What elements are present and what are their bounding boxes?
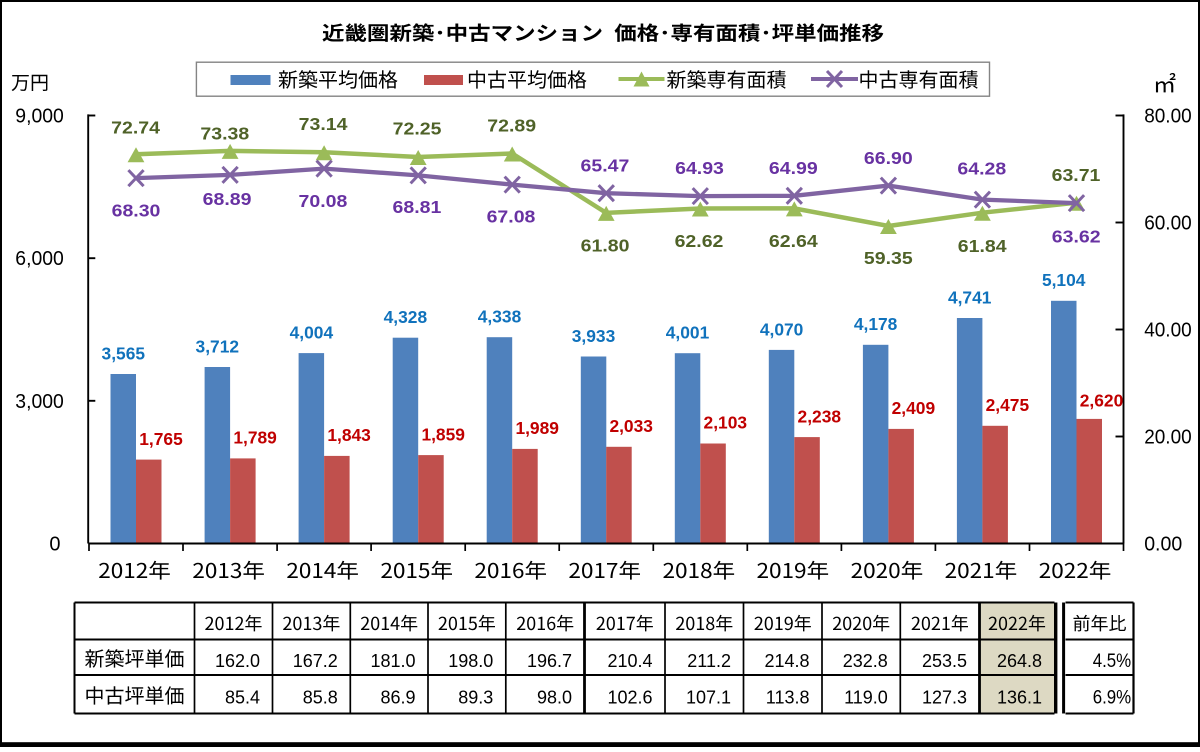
- svg-text:102.6: 102.6: [607, 688, 652, 708]
- svg-text:64.99: 64.99: [769, 158, 818, 178]
- svg-text:253.5: 253.5: [922, 651, 967, 671]
- svg-text:72.74: 72.74: [111, 117, 160, 137]
- svg-text:85.8: 85.8: [303, 688, 338, 708]
- svg-text:64.28: 64.28: [957, 158, 1006, 178]
- svg-text:2,620: 2,620: [1080, 391, 1124, 411]
- svg-text:73.14: 73.14: [299, 114, 348, 134]
- svg-text:2,409: 2,409: [892, 398, 936, 418]
- svg-text:1,765: 1,765: [139, 429, 183, 449]
- svg-text:1,843: 1,843: [327, 425, 371, 445]
- svg-text:98.0: 98.0: [537, 688, 572, 708]
- svg-text:4,338: 4,338: [478, 307, 522, 327]
- svg-text:61.84: 61.84: [958, 236, 1007, 256]
- svg-text:2,103: 2,103: [704, 413, 748, 433]
- svg-text:85.4: 85.4: [225, 688, 260, 708]
- svg-text:167.2: 167.2: [293, 651, 338, 671]
- svg-text:6.9%: 6.9%: [1093, 688, 1132, 709]
- svg-text:73.38: 73.38: [200, 124, 249, 144]
- svg-text:72.25: 72.25: [393, 119, 442, 139]
- svg-text:127.3: 127.3: [922, 688, 967, 708]
- svg-text:162.0: 162.0: [215, 651, 260, 671]
- svg-text:3,933: 3,933: [572, 326, 616, 346]
- svg-text:181.0: 181.0: [370, 651, 415, 671]
- svg-text:2,033: 2,033: [609, 416, 653, 436]
- svg-text:4,328: 4,328: [384, 307, 428, 327]
- svg-text:1,989: 1,989: [515, 418, 559, 438]
- svg-text:4,001: 4,001: [666, 323, 710, 343]
- svg-text:72.89: 72.89: [487, 115, 536, 135]
- svg-text:4,004: 4,004: [290, 323, 334, 343]
- svg-text:1,859: 1,859: [421, 424, 465, 444]
- svg-text:5,104: 5,104: [1042, 270, 1086, 290]
- svg-text:3,000: 3,000: [15, 391, 64, 413]
- svg-text:63.62: 63.62: [1052, 226, 1101, 246]
- svg-text:0.00: 0.00: [1144, 534, 1182, 556]
- svg-text:210.4: 210.4: [607, 651, 652, 671]
- svg-text:3,565: 3,565: [102, 343, 146, 363]
- svg-text:68.89: 68.89: [203, 189, 252, 209]
- svg-text:3,712: 3,712: [196, 336, 240, 356]
- svg-text:68.30: 68.30: [112, 201, 161, 221]
- svg-text:80.00: 80.00: [1144, 106, 1192, 128]
- svg-text:4,741: 4,741: [948, 287, 992, 307]
- svg-text:65.47: 65.47: [581, 155, 630, 175]
- svg-text:59.35: 59.35: [864, 248, 913, 268]
- svg-text:211.2: 211.2: [687, 651, 731, 671]
- svg-text:4.5%: 4.5%: [1093, 651, 1132, 672]
- svg-text:20.00: 20.00: [1144, 427, 1192, 449]
- svg-text:6,000: 6,000: [15, 248, 64, 270]
- svg-text:4,178: 4,178: [854, 314, 898, 334]
- svg-text:86.9: 86.9: [380, 688, 415, 708]
- svg-text:1,789: 1,789: [233, 428, 277, 448]
- svg-text:264.8: 264.8: [997, 651, 1042, 671]
- svg-text:0: 0: [49, 534, 60, 556]
- svg-text:119.0: 119.0: [844, 688, 888, 708]
- svg-text:2,238: 2,238: [798, 406, 842, 426]
- svg-text:107.1: 107.1: [686, 688, 731, 708]
- svg-text:196.7: 196.7: [527, 651, 572, 671]
- svg-text:63.71: 63.71: [1052, 165, 1101, 185]
- svg-text:232.8: 232.8: [843, 651, 888, 671]
- svg-text:68.81: 68.81: [393, 197, 442, 217]
- svg-text:62.62: 62.62: [675, 231, 724, 251]
- svg-text:70.08: 70.08: [299, 191, 348, 211]
- svg-text:40.00: 40.00: [1144, 320, 1192, 342]
- svg-text:113.8: 113.8: [766, 688, 810, 708]
- svg-text:136.1: 136.1: [997, 688, 1042, 708]
- svg-text:2,475: 2,475: [986, 395, 1030, 415]
- svg-text:62.64: 62.64: [769, 231, 818, 251]
- svg-text:9,000: 9,000: [15, 106, 64, 128]
- svg-text:66.90: 66.90: [864, 148, 913, 168]
- svg-text:89.3: 89.3: [458, 688, 493, 708]
- svg-text:64.93: 64.93: [675, 158, 724, 178]
- svg-text:214.8: 214.8: [764, 651, 809, 671]
- svg-text:61.80: 61.80: [581, 236, 630, 256]
- svg-text:67.08: 67.08: [487, 207, 536, 227]
- svg-text:198.0: 198.0: [448, 651, 493, 671]
- svg-text:60.00: 60.00: [1144, 213, 1192, 235]
- svg-text:4,070: 4,070: [760, 319, 804, 339]
